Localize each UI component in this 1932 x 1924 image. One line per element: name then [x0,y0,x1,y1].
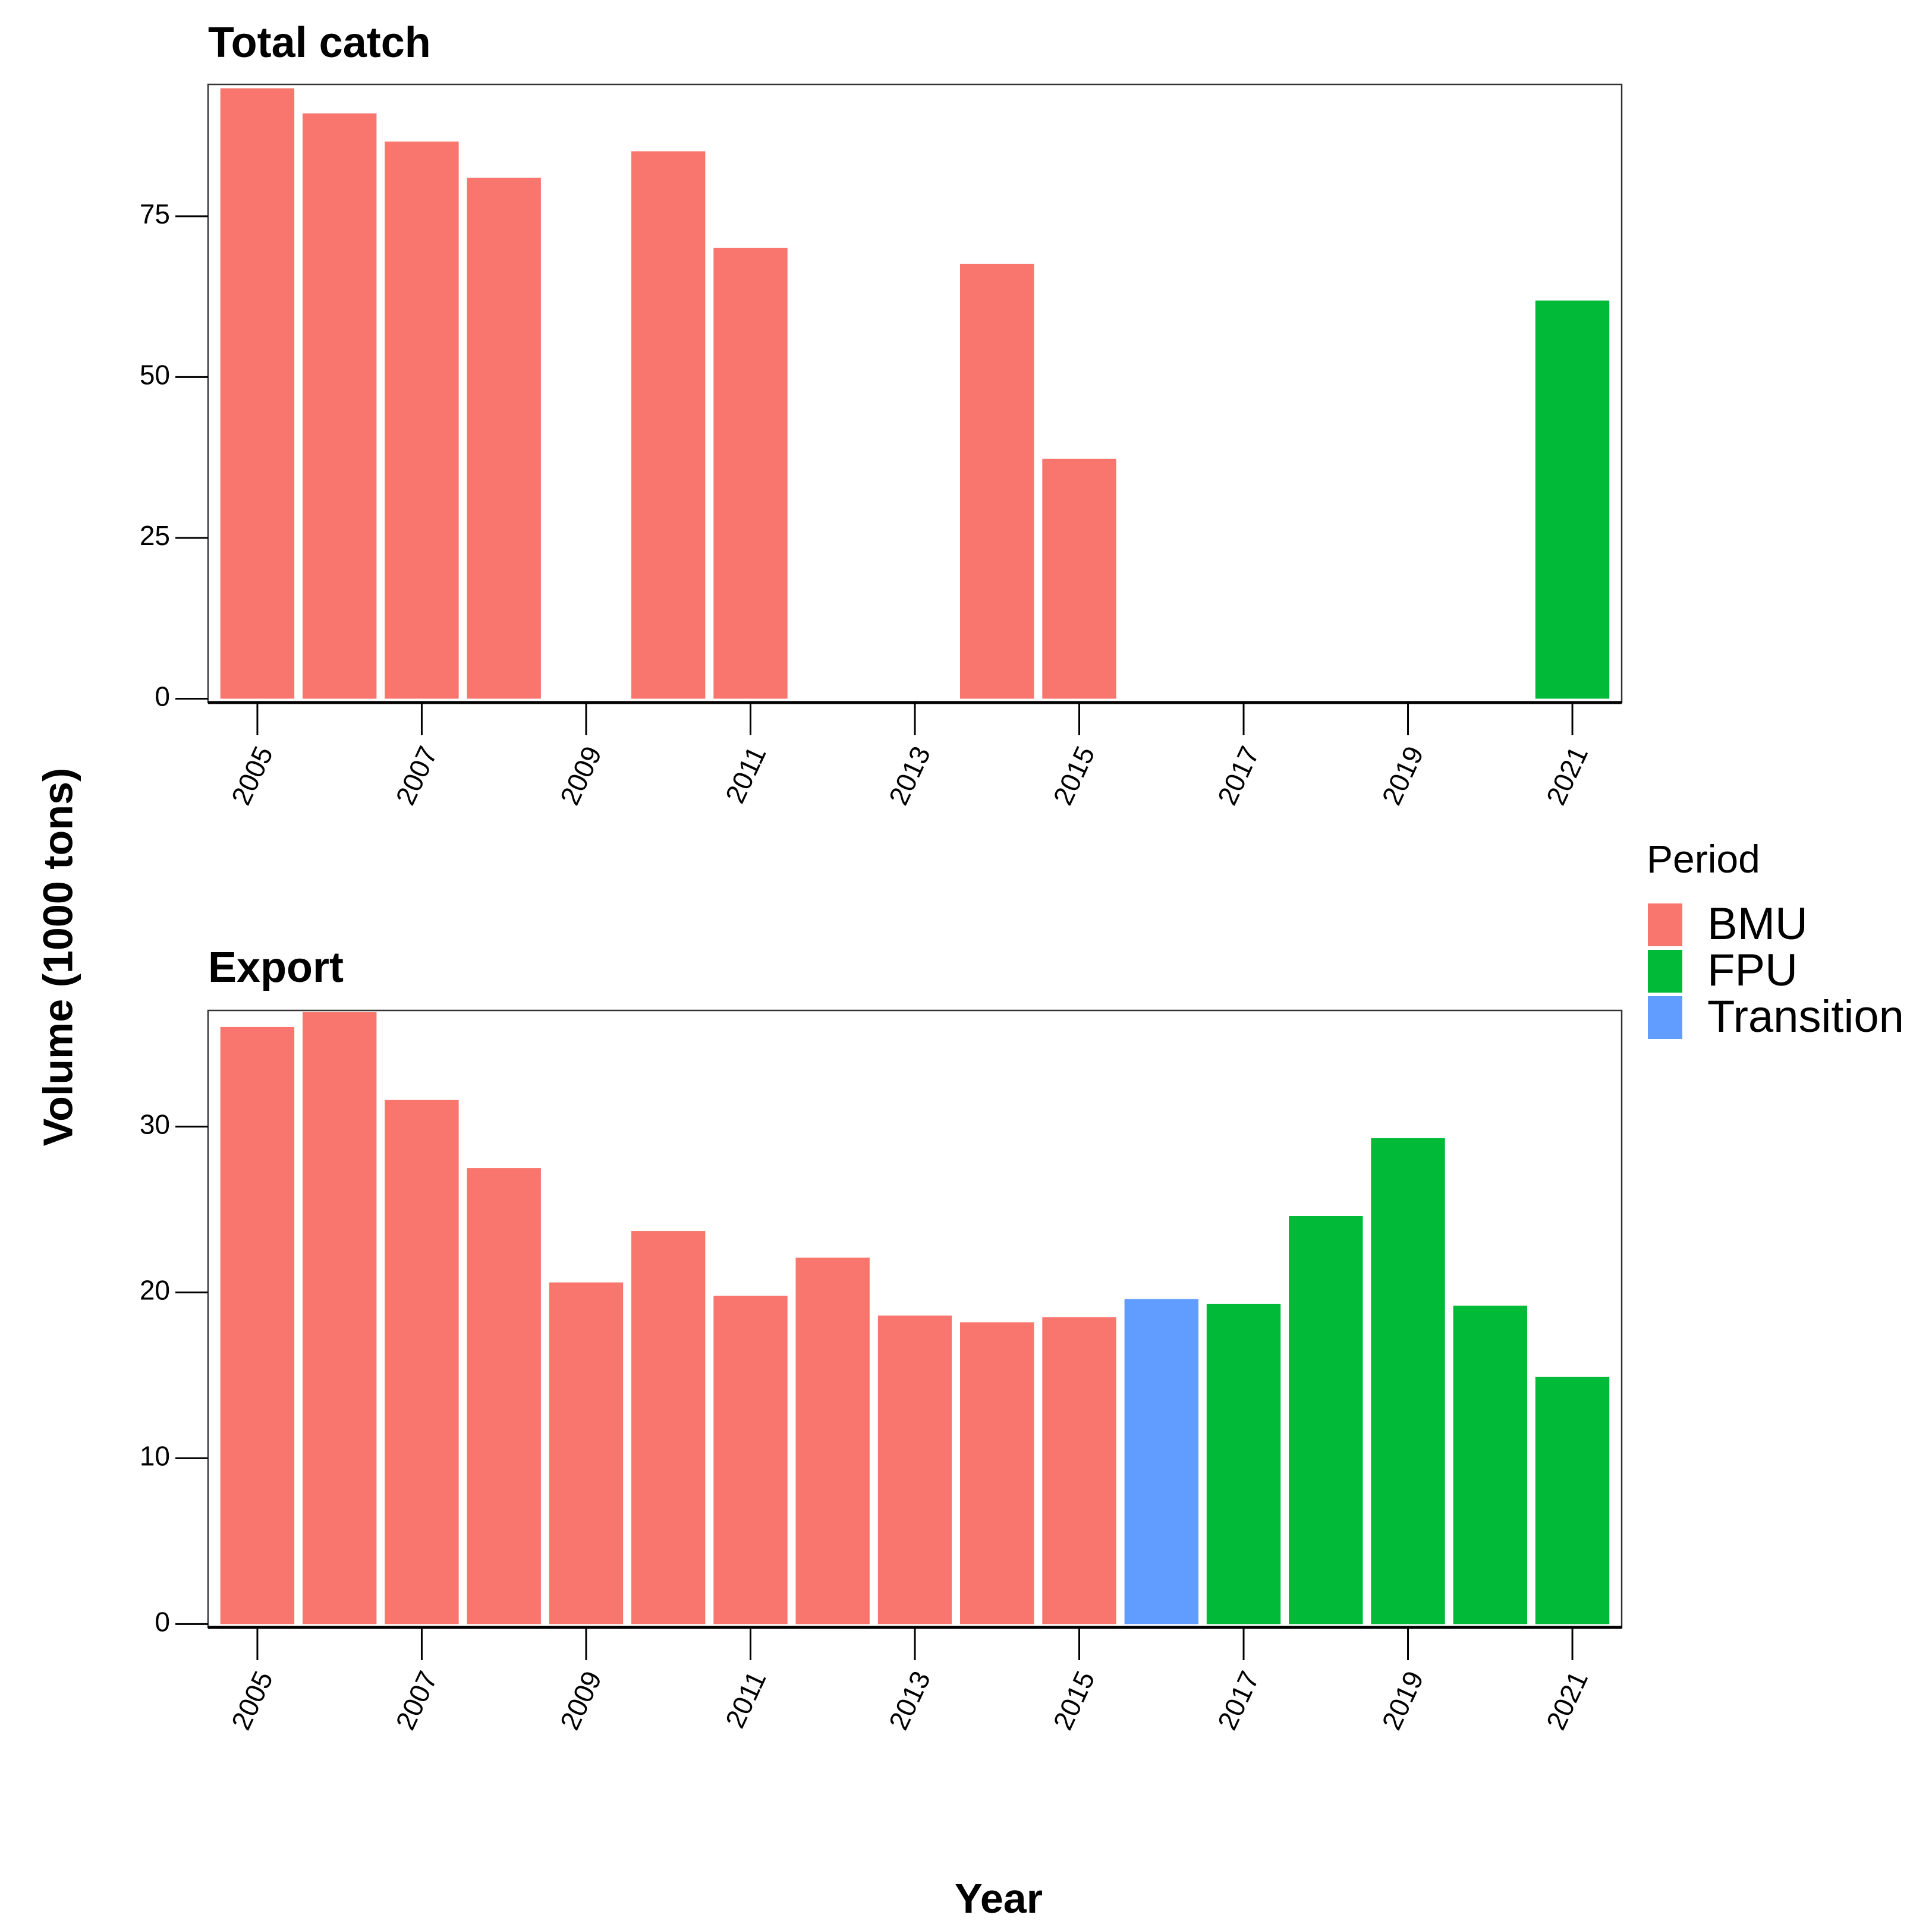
bar-2011 [713,247,788,699]
bar-2017 [1206,1303,1281,1624]
bar-2008 [467,1168,541,1624]
bar-2006 [303,113,377,699]
bar-2005 [220,1026,295,1624]
y-tick-label: 20 [140,1275,170,1306]
bar-2013 [877,1315,952,1624]
bar-2009 [549,1282,624,1624]
y-tick-label: 0 [155,1607,170,1638]
bar-2011 [713,1295,788,1624]
legend-label-fpu: FPU [1707,945,1798,996]
legend-key-transition [1648,996,1682,1039]
legend-key-fpu [1648,950,1682,993]
legend-title: Period [1647,837,1760,881]
y-tick-label: 30 [140,1109,170,1139]
legend-label-bmu: BMU [1707,899,1808,949]
y-tick-label: 50 [140,360,170,391]
bar-2010 [631,1231,706,1624]
bar-2006 [303,1012,377,1624]
bar-2007 [385,1100,459,1624]
bar-2021 [1535,300,1610,699]
bar-2019 [1371,1138,1445,1624]
x-axis-title: Year [955,1875,1043,1922]
legend-label-transition: Transition [1707,991,1904,1042]
bar-2015 [1042,458,1116,699]
legend-key-bmu [1648,903,1682,946]
bar-2021 [1535,1377,1610,1624]
bar-2015 [1042,1317,1116,1624]
bar-2007 [385,141,459,699]
bar-2018 [1289,1216,1363,1624]
bar-2014 [960,263,1034,699]
bar-2014 [960,1322,1034,1624]
bar-2012 [795,1257,870,1624]
panel-title: Export [208,944,344,991]
bar-2008 [467,177,541,699]
bar-2010 [631,151,706,699]
y-tick-label: 10 [140,1441,170,1472]
bar-2020 [1453,1305,1527,1624]
y-tick-label: 75 [140,199,170,229]
y-tick-label: 25 [140,520,170,551]
bar-2005 [220,88,295,699]
panel-title: Total catch [208,19,431,67]
bar-2016 [1124,1299,1198,1624]
y-axis-title: Volume (1000 tons) [34,768,81,1147]
y-tick-label: 0 [155,681,170,712]
